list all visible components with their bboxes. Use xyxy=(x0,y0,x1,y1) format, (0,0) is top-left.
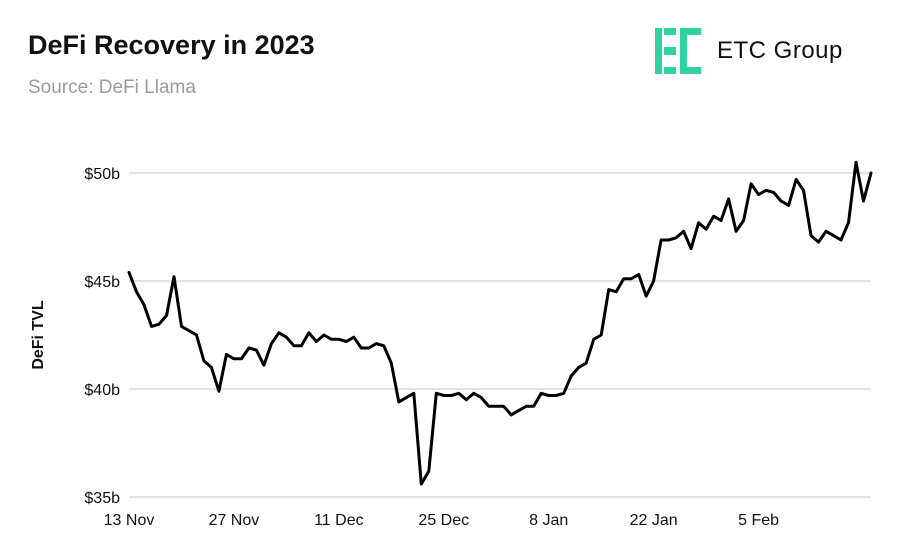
x-tick-label: 25 Dec xyxy=(418,512,469,529)
y-tick-label: $35b xyxy=(84,490,120,507)
x-tick-label: 8 Jan xyxy=(529,512,568,529)
brand-logo: ETC Group xyxy=(655,28,843,74)
x-tick-label: 11 Dec xyxy=(314,512,364,529)
y-tick-label: $50b xyxy=(84,166,120,183)
y-tick-label: $40b xyxy=(84,382,120,399)
tvl-series-line xyxy=(127,160,873,486)
etc-group-logo-icon xyxy=(655,28,701,74)
x-tick-label: 22 Jan xyxy=(630,512,678,529)
x-tick-label: 13 Nov xyxy=(104,512,155,529)
chart-title: DeFi Recovery in 2023 xyxy=(28,30,315,60)
chart-source: Source: DeFi Llama xyxy=(28,77,196,98)
y-tick-label: $45b xyxy=(84,274,120,291)
brand-name: ETC Group xyxy=(717,37,843,64)
x-tick-label: 5 Feb xyxy=(738,512,779,529)
x-tick-label: 27 Nov xyxy=(209,512,260,529)
